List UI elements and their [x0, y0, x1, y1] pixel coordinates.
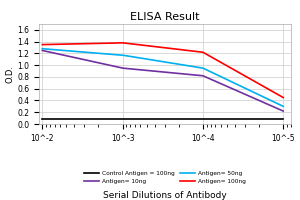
Control Antigen = 100ng	[281, 118, 285, 120]
Antigen= 50ng	[259, 94, 262, 97]
Antigen= 50ng	[244, 87, 247, 90]
Legend: Control Antigen = 100ng, Antigen= 10ng, Antigen= 50ng, Antigen= 100ng: Control Antigen = 100ng, Antigen= 10ng, …	[82, 168, 248, 186]
Antigen= 10ng	[188, 73, 192, 76]
Antigen= 100ng	[260, 84, 263, 86]
Antigen= 100ng	[244, 75, 248, 78]
Antigen= 50ng	[183, 64, 187, 66]
Line: Antigen= 10ng: Antigen= 10ng	[42, 50, 283, 111]
Title: ELISA Result: ELISA Result	[130, 12, 200, 22]
Antigen= 50ng	[184, 64, 188, 67]
Antigen= 10ng	[281, 110, 285, 112]
Antigen= 10ng	[244, 93, 247, 96]
Antigen= 100ng	[40, 43, 44, 46]
Control Antigen = 100ng	[121, 118, 124, 120]
Antigen= 100ng	[120, 42, 124, 44]
Antigen= 50ng	[41, 48, 45, 50]
Line: Antigen= 100ng: Antigen= 100ng	[42, 43, 283, 98]
Antigen= 10ng	[40, 49, 44, 52]
Antigen= 50ng	[281, 105, 285, 108]
Antigen= 10ng	[183, 73, 187, 75]
Control Antigen = 100ng	[40, 118, 44, 120]
Antigen= 10ng	[184, 73, 188, 75]
Control Antigen = 100ng	[201, 118, 205, 120]
Antigen= 100ng	[41, 43, 45, 46]
Line: Antigen= 50ng: Antigen= 50ng	[42, 49, 283, 106]
Antigen= 100ng	[184, 49, 188, 51]
Antigen= 100ng	[189, 50, 192, 52]
Y-axis label: O.D.: O.D.	[5, 65, 14, 83]
Antigen= 10ng	[259, 100, 262, 102]
Antigen= 50ng	[188, 65, 192, 67]
Antigen= 50ng	[40, 48, 44, 50]
Antigen= 10ng	[41, 49, 45, 52]
Text: Serial Dilutions of Antibody: Serial Dilutions of Antibody	[103, 191, 227, 200]
Antigen= 100ng	[281, 96, 285, 99]
Antigen= 100ng	[185, 49, 188, 52]
